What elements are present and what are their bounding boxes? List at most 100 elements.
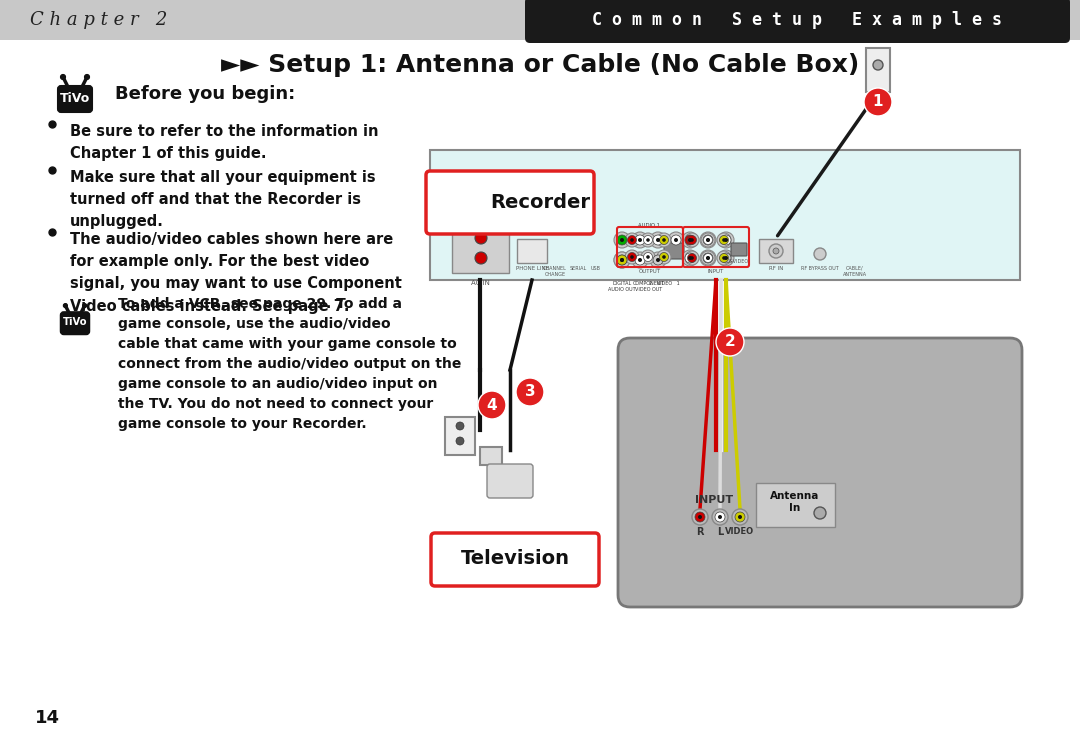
Circle shape [716,328,744,356]
Circle shape [657,233,671,247]
Circle shape [631,255,634,259]
Circle shape [703,254,713,262]
FancyBboxPatch shape [445,195,471,214]
Circle shape [698,515,702,519]
Circle shape [688,238,692,242]
Text: TiVo: TiVo [447,200,469,208]
Text: INPUT: INPUT [696,495,733,505]
Text: 2   VIDEO   1: 2 VIDEO 1 [649,281,679,286]
Circle shape [685,233,699,247]
Text: AUDIO 1: AUDIO 1 [638,223,660,228]
Text: RF BYPASS OUT: RF BYPASS OUT [801,266,839,271]
Circle shape [685,235,696,245]
Text: 14: 14 [35,709,60,727]
Text: 2: 2 [725,334,735,350]
Circle shape [690,256,693,259]
Text: SERIAL: SERIAL [569,266,586,271]
Circle shape [644,236,652,244]
Text: C h a p t e r   2: C h a p t e r 2 [30,11,167,29]
Circle shape [712,509,728,525]
FancyBboxPatch shape [426,171,594,234]
Circle shape [627,253,636,262]
Circle shape [615,252,630,268]
Text: To add a VCR, see page 29. To add a
game console, use the audio/video
cable that: To add a VCR, see page 29. To add a game… [118,297,461,431]
Circle shape [660,236,669,244]
Circle shape [625,250,639,264]
Text: Be sure to refer to the information in
Chapter 1 of this guide.: Be sure to refer to the information in C… [70,124,378,161]
FancyBboxPatch shape [731,243,747,256]
Text: 4: 4 [487,398,497,412]
Circle shape [864,88,892,116]
Circle shape [646,238,650,242]
Circle shape [516,378,544,406]
Circle shape [650,252,666,268]
FancyBboxPatch shape [664,243,684,259]
Circle shape [721,253,731,263]
Circle shape [706,256,710,260]
Circle shape [653,255,663,265]
Circle shape [669,232,684,248]
Circle shape [717,251,731,265]
Circle shape [723,256,726,259]
Text: OUTPUT: OUTPUT [639,269,661,274]
Circle shape [701,233,715,247]
Circle shape [620,258,624,262]
Circle shape [657,250,671,264]
Text: ►► Setup 1: Antenna or Cable (No Cable Box): ►► Setup 1: Antenna or Cable (No Cable B… [221,53,859,77]
Circle shape [625,233,639,247]
Circle shape [617,235,627,245]
Circle shape [773,248,779,254]
Circle shape [692,509,708,525]
Circle shape [456,437,464,445]
Circle shape [635,235,645,245]
Circle shape [769,244,783,258]
Text: The audio/video cables shown here are
for example only. For the best video
signa: The audio/video cables shown here are fo… [70,232,402,314]
Bar [866,48,890,92]
FancyBboxPatch shape [756,483,835,527]
Text: R: R [697,527,704,537]
Circle shape [688,236,697,244]
Circle shape [719,236,729,244]
Circle shape [615,252,630,268]
FancyBboxPatch shape [0,0,1080,40]
Circle shape [723,238,726,242]
Circle shape [620,238,624,242]
Text: CABLE/
ANTENNA: CABLE/ ANTENNA [842,266,867,277]
Circle shape [706,256,710,259]
Circle shape [638,258,642,262]
Circle shape [83,304,86,307]
Text: AC IN: AC IN [471,280,489,286]
Text: USB: USB [591,266,600,271]
Circle shape [688,256,692,260]
Circle shape [64,304,67,307]
Text: Recorder: Recorder [490,193,590,211]
Circle shape [703,253,713,263]
Circle shape [735,512,745,522]
Circle shape [700,232,716,248]
Circle shape [681,232,698,248]
Text: TiVo: TiVo [63,317,87,328]
Circle shape [456,422,464,430]
Circle shape [617,255,627,265]
Circle shape [717,233,731,247]
Circle shape [671,235,681,245]
Circle shape [703,235,713,245]
Text: S-VIDEO: S-VIDEO [729,259,750,264]
FancyBboxPatch shape [430,150,1020,280]
Circle shape [814,507,826,519]
Circle shape [632,252,648,268]
Circle shape [681,250,698,266]
Circle shape [685,251,699,265]
Circle shape [690,238,693,242]
Text: 1: 1 [873,94,883,110]
Circle shape [732,509,748,525]
FancyBboxPatch shape [618,338,1022,607]
Text: PHONE LINE: PHONE LINE [515,266,549,271]
Circle shape [706,238,710,242]
Circle shape [475,252,487,264]
FancyBboxPatch shape [453,223,509,273]
Circle shape [632,232,648,248]
Circle shape [814,248,826,260]
Circle shape [650,232,666,248]
FancyBboxPatch shape [60,312,90,334]
